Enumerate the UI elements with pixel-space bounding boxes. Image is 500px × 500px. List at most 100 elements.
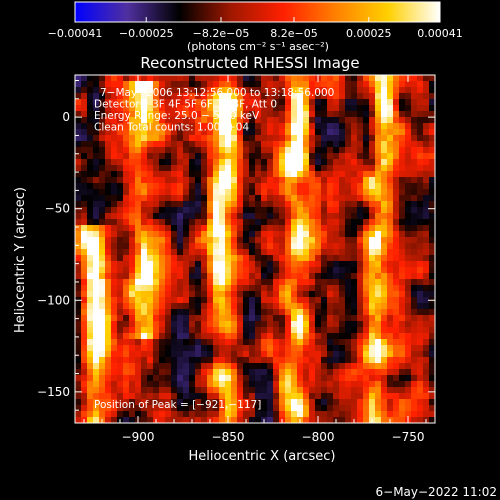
heatmap-cell <box>387 135 394 142</box>
heatmap-cell <box>279 171 286 178</box>
heatmap-cell <box>327 387 334 394</box>
heatmap-cell <box>171 243 178 250</box>
heatmap-cell <box>231 297 238 304</box>
heatmap-cell <box>429 105 435 112</box>
heatmap-cell <box>99 207 106 214</box>
heatmap-cell <box>243 183 250 190</box>
heatmap-cell <box>261 177 268 184</box>
heatmap-cell <box>93 387 100 394</box>
heatmap-cell <box>153 309 160 316</box>
heatmap-cell <box>261 279 268 286</box>
heatmap-cell <box>315 93 322 100</box>
heatmap-cell <box>249 75 256 82</box>
heatmap-cell <box>327 351 334 358</box>
heatmap-cell <box>159 291 166 298</box>
heatmap-cell <box>369 207 376 214</box>
heatmap-cell <box>189 375 196 382</box>
heatmap-cell <box>297 165 304 172</box>
heatmap-cell <box>345 111 352 118</box>
heatmap-cell <box>387 159 394 166</box>
heatmap-cell <box>261 243 268 250</box>
heatmap-cell <box>291 243 298 250</box>
heatmap-cell <box>213 207 220 214</box>
heatmap-cell <box>405 297 412 304</box>
heatmap-cell <box>381 219 388 226</box>
heatmap-cell <box>171 279 178 286</box>
heatmap-cell <box>87 99 94 106</box>
heatmap-cell <box>87 105 94 112</box>
heatmap-cell <box>321 369 328 376</box>
heatmap-cell <box>345 177 352 184</box>
heatmap-cell <box>153 99 160 106</box>
heatmap-cell <box>195 369 202 376</box>
heatmap-cell <box>93 213 100 220</box>
heatmap-cell <box>243 105 250 112</box>
heatmap-cell <box>111 153 118 160</box>
heatmap-cell <box>261 87 268 94</box>
heatmap-cell <box>81 159 88 166</box>
heatmap-cell <box>261 249 268 256</box>
heatmap-cell <box>399 195 406 202</box>
heatmap-cell <box>135 219 142 226</box>
heatmap-cell <box>399 321 406 328</box>
heatmap-cell <box>297 123 304 130</box>
heatmap-cell <box>147 273 154 280</box>
heatmap-cell <box>219 207 226 214</box>
heatmap-cell <box>381 261 388 268</box>
heatmap-cell <box>111 363 118 370</box>
heatmap-cell <box>357 291 364 298</box>
heatmap-cell <box>285 117 292 124</box>
heatmap-cell <box>303 297 310 304</box>
heatmap-cell <box>417 387 424 394</box>
heatmap-cell <box>183 255 190 262</box>
heatmap-cell <box>243 129 250 136</box>
heatmap-cell <box>105 207 112 214</box>
heatmap-cell <box>195 303 202 310</box>
heatmap-cell <box>255 117 262 124</box>
heatmap-cell <box>183 177 190 184</box>
heatmap-cell <box>201 135 208 142</box>
heatmap-cell <box>273 309 280 316</box>
heatmap-cell <box>147 387 154 394</box>
heatmap-cell <box>231 81 238 88</box>
heatmap-cell <box>399 135 406 142</box>
heatmap-cell <box>165 405 172 412</box>
heatmap-cell <box>93 399 100 406</box>
heatmap-cell <box>141 309 148 316</box>
heatmap-cell <box>261 297 268 304</box>
heatmap-cell <box>219 363 226 370</box>
heatmap-cell <box>141 255 148 262</box>
heatmap-cell <box>351 321 358 328</box>
heatmap-cell <box>399 273 406 280</box>
heatmap-cell <box>255 111 262 118</box>
heatmap-cell <box>261 351 268 358</box>
heatmap-cell <box>243 267 250 274</box>
heatmap-cell <box>141 213 148 220</box>
heatmap-cell <box>279 225 286 232</box>
heatmap-cell <box>117 165 124 172</box>
heatmap-cell <box>165 369 172 376</box>
heatmap-cell <box>207 183 214 190</box>
heatmap-cell <box>261 273 268 280</box>
heatmap-cell <box>75 381 82 388</box>
heatmap-cell <box>339 393 346 400</box>
heatmap-cell <box>387 369 394 376</box>
heatmap-cell <box>159 297 166 304</box>
heatmap-cell <box>207 339 214 346</box>
heatmap-cell <box>303 213 310 220</box>
heatmap-cell <box>129 273 136 280</box>
heatmap-cell <box>225 231 232 238</box>
heatmap-cell <box>333 129 340 136</box>
heatmap-cell <box>321 399 328 406</box>
heatmap-cell <box>417 159 424 166</box>
heatmap-cell <box>93 339 100 346</box>
heatmap-cell <box>225 405 232 412</box>
heatmap-cell <box>201 411 208 418</box>
heatmap-cell <box>387 75 394 82</box>
heatmap-cell <box>429 255 435 262</box>
heatmap-cell <box>159 123 166 130</box>
heatmap-cell <box>141 195 148 202</box>
heatmap-cell <box>159 369 166 376</box>
heatmap-cell <box>351 141 358 148</box>
heatmap-cell <box>147 117 154 124</box>
